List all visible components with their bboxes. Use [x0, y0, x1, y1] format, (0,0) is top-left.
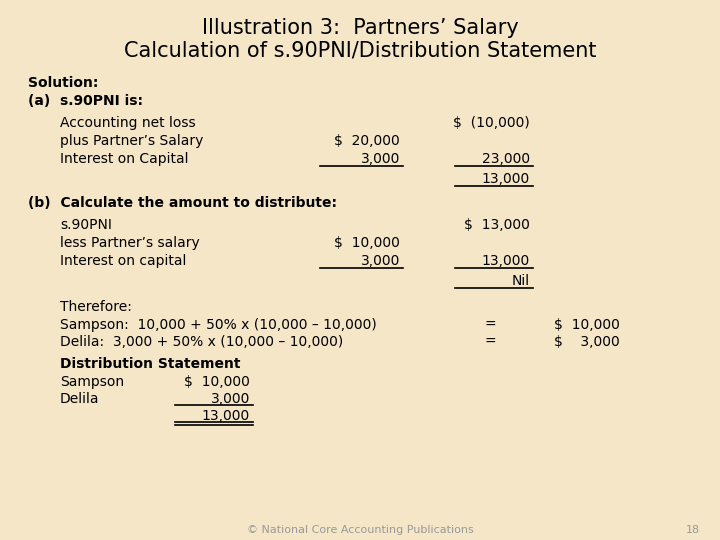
Text: Nil: Nil [512, 274, 530, 288]
Text: 13,000: 13,000 [482, 254, 530, 268]
Text: less Partner’s salary: less Partner’s salary [60, 236, 199, 250]
Text: 3,000: 3,000 [361, 254, 400, 268]
Text: 3,000: 3,000 [211, 392, 250, 406]
Text: =: = [484, 335, 496, 349]
Text: $  20,000: $ 20,000 [334, 134, 400, 148]
Text: =: = [484, 318, 496, 332]
Text: Interest on Capital: Interest on Capital [60, 152, 189, 166]
Text: Solution:: Solution: [28, 76, 99, 90]
Text: Sampson:  10,000 + 50% x (10,000 – 10,000): Sampson: 10,000 + 50% x (10,000 – 10,000… [60, 318, 377, 332]
Text: Distribution Statement: Distribution Statement [60, 357, 240, 371]
Text: s.90PNI: s.90PNI [60, 218, 112, 232]
Text: $  (10,000): $ (10,000) [454, 116, 530, 130]
Text: Accounting net loss: Accounting net loss [60, 116, 196, 130]
Text: (a)  s.90PNI is:: (a) s.90PNI is: [28, 94, 143, 108]
Text: $  10,000: $ 10,000 [184, 375, 250, 389]
Text: Sampson: Sampson [60, 375, 124, 389]
Text: Calculation of s.90PNI/Distribution Statement: Calculation of s.90PNI/Distribution Stat… [124, 40, 596, 60]
Text: Illustration 3:  Partners’ Salary: Illustration 3: Partners’ Salary [202, 18, 518, 38]
Text: 13,000: 13,000 [202, 409, 250, 423]
Text: 18: 18 [686, 525, 700, 535]
Text: plus Partner’s Salary: plus Partner’s Salary [60, 134, 203, 148]
Text: Delila:  3,000 + 50% x (10,000 – 10,000): Delila: 3,000 + 50% x (10,000 – 10,000) [60, 335, 343, 349]
Text: $  10,000: $ 10,000 [334, 236, 400, 250]
Text: 3,000: 3,000 [361, 152, 400, 166]
Text: $  10,000: $ 10,000 [554, 318, 620, 332]
Text: 13,000: 13,000 [482, 172, 530, 186]
Text: $  13,000: $ 13,000 [464, 218, 530, 232]
Text: © National Core Accounting Publications: © National Core Accounting Publications [247, 525, 473, 535]
Text: Therefore:: Therefore: [60, 300, 132, 314]
Text: Interest on capital: Interest on capital [60, 254, 186, 268]
Text: (b)  Calculate the amount to distribute:: (b) Calculate the amount to distribute: [28, 196, 337, 210]
Text: Delila: Delila [60, 392, 99, 406]
Text: 23,000: 23,000 [482, 152, 530, 166]
Text: $    3,000: $ 3,000 [554, 335, 620, 349]
